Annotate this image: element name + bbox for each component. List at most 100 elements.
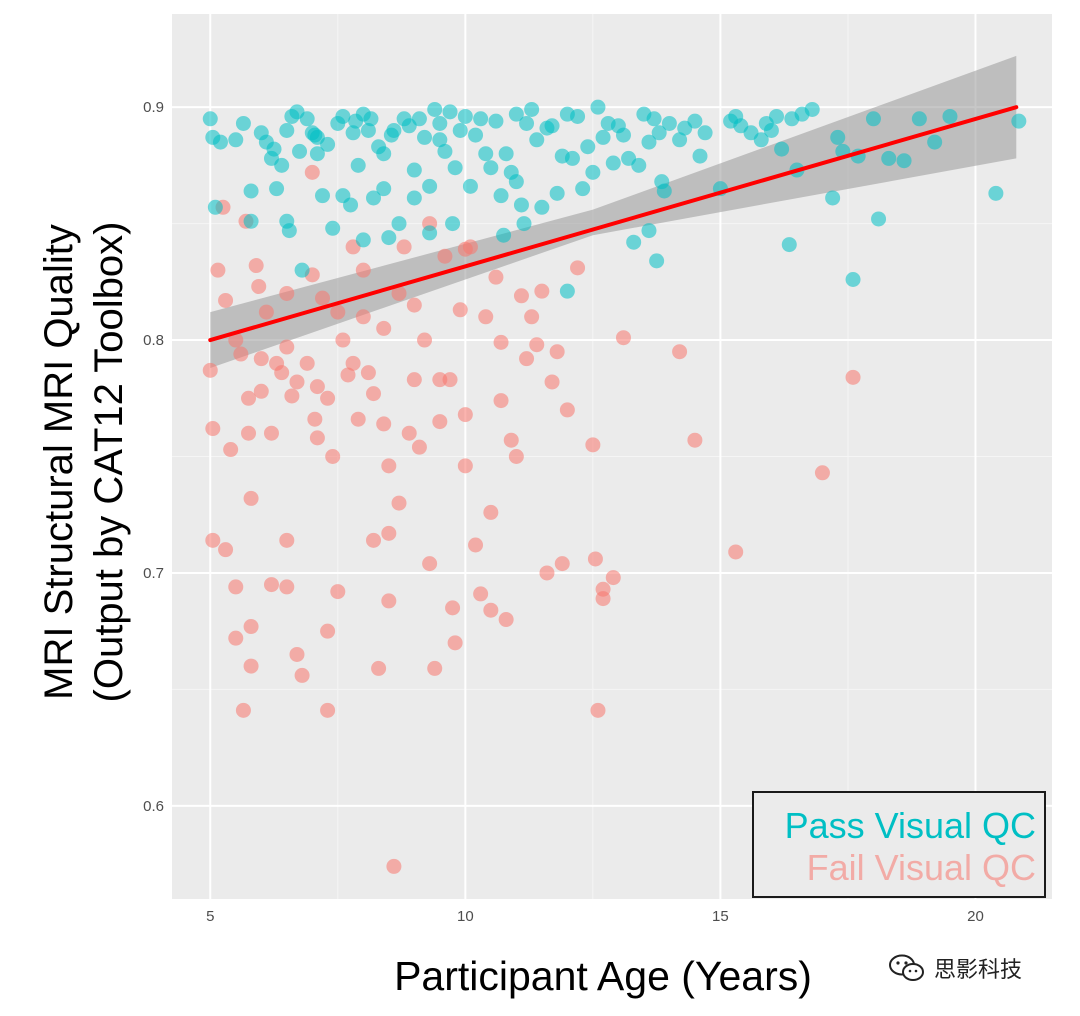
fail-point xyxy=(483,602,499,618)
pass-point xyxy=(692,148,708,164)
pass-point xyxy=(445,216,461,232)
watermark-label: 思影科技 xyxy=(934,958,1023,983)
trend-line-layer xyxy=(208,105,1019,343)
fail-point xyxy=(233,346,249,362)
fail-point xyxy=(243,490,259,506)
fail-point xyxy=(320,702,336,718)
pass-point xyxy=(988,185,1004,201)
pass-point xyxy=(478,146,494,162)
pass-point xyxy=(355,232,371,248)
pass-point xyxy=(457,108,473,124)
fail-point xyxy=(284,388,300,404)
fail-point xyxy=(814,465,830,481)
pass-point xyxy=(320,136,336,152)
pass-point xyxy=(281,223,297,239)
pass-point xyxy=(615,127,631,143)
fail-point xyxy=(391,285,407,301)
fail-point xyxy=(304,164,320,180)
pass-point xyxy=(386,122,402,138)
pass-point xyxy=(513,197,529,213)
wechat-icon xyxy=(889,954,924,981)
fail-point xyxy=(248,258,264,274)
fail-point xyxy=(452,302,468,318)
fail-point xyxy=(570,260,586,276)
pass-point xyxy=(417,129,433,145)
pass-point xyxy=(845,272,861,287)
fail-point xyxy=(320,390,336,406)
fail-point xyxy=(330,584,346,600)
pass-point xyxy=(769,108,785,124)
fail-point xyxy=(228,332,244,348)
fail-point xyxy=(279,285,295,301)
fail-point xyxy=(228,630,244,646)
pass-point xyxy=(243,183,259,199)
fail-point xyxy=(258,304,274,320)
fail-point xyxy=(355,309,371,325)
fail-point xyxy=(205,532,221,548)
pass-point xyxy=(207,199,223,215)
pass-point xyxy=(774,141,790,157)
fail-point xyxy=(432,414,448,430)
pass-point xyxy=(488,113,504,129)
pass-point xyxy=(427,101,443,117)
fail-point xyxy=(263,425,279,441)
pass-point xyxy=(212,134,228,150)
pass-point xyxy=(498,146,514,162)
pass-point xyxy=(649,253,665,269)
y-axis-title-line1: MRI Structural MRI Quality xyxy=(37,224,81,700)
pass-point xyxy=(595,129,611,145)
fail-point xyxy=(544,374,560,390)
x-axis-title: Participant Age (Years) xyxy=(394,953,812,999)
pass-point xyxy=(656,183,672,199)
legend-entry-fail: Fail Visual QC xyxy=(807,847,1036,888)
fail-point xyxy=(218,542,234,558)
pass-point xyxy=(391,216,407,232)
fail-point xyxy=(488,269,504,285)
pass-point xyxy=(325,220,341,236)
trend-line xyxy=(208,105,1019,343)
pass-point xyxy=(202,111,218,127)
fail-point xyxy=(330,304,346,320)
pass-point xyxy=(1011,113,1027,129)
fail-point xyxy=(279,339,295,355)
pass-point xyxy=(309,146,325,162)
fail-point xyxy=(401,425,417,441)
fail-point xyxy=(263,577,279,593)
fail-point xyxy=(605,570,621,586)
y-tick-label: 0.6 xyxy=(143,798,164,815)
pass-point xyxy=(376,146,392,162)
fail-point xyxy=(309,379,325,395)
fail-point xyxy=(559,402,575,418)
fail-point xyxy=(202,362,218,378)
pass-point xyxy=(641,134,657,150)
pass-point xyxy=(825,190,841,206)
fail-point xyxy=(355,262,371,278)
pass-point xyxy=(534,199,550,215)
pass-point xyxy=(661,115,677,131)
fail-point xyxy=(728,544,744,560)
pass-point xyxy=(452,122,468,138)
fail-point xyxy=(366,386,382,402)
fail-point xyxy=(205,421,221,437)
fail-point xyxy=(376,320,392,336)
pass-point xyxy=(432,115,448,131)
fail-point xyxy=(391,495,407,511)
pass-point xyxy=(564,150,580,166)
pass-point xyxy=(447,160,463,176)
fail-point xyxy=(687,432,703,448)
pass-point xyxy=(483,160,499,176)
confidence-band-layer xyxy=(210,55,1017,368)
pass-point xyxy=(360,122,376,138)
pass-point xyxy=(911,111,927,127)
fail-point xyxy=(473,586,489,602)
fail-point xyxy=(228,579,244,595)
fail-point xyxy=(381,458,397,474)
pass-point xyxy=(422,178,438,194)
x-tick-labels: 5 10 15 20 xyxy=(206,908,984,925)
pass-point xyxy=(549,185,565,201)
fail-point xyxy=(554,556,570,572)
fail-point xyxy=(345,355,361,371)
y-tick-label: 0.9 xyxy=(143,99,164,116)
pass-point xyxy=(406,190,422,206)
fail-point xyxy=(508,449,524,464)
